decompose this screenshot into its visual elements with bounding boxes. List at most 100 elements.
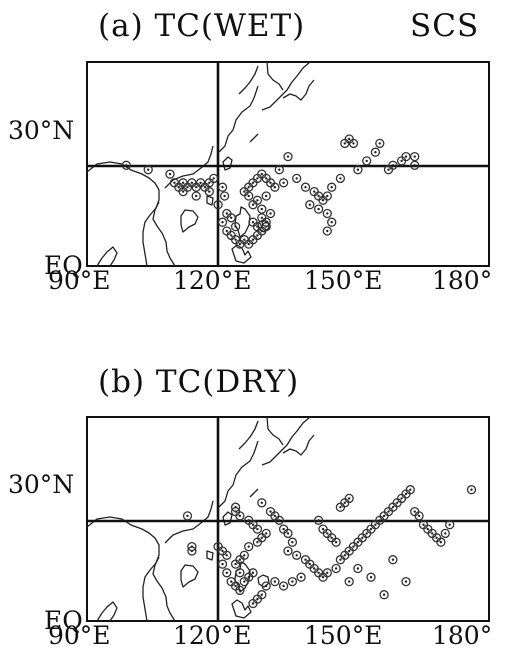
tc-genesis-point bbox=[287, 576, 298, 587]
tc-genesis-center bbox=[273, 514, 277, 518]
tc-genesis-point bbox=[257, 590, 267, 600]
tc-genesis-point bbox=[327, 217, 337, 227]
tc-genesis-ring bbox=[466, 485, 477, 495]
tc-genesis-point bbox=[213, 200, 223, 210]
tc-genesis-ring bbox=[366, 572, 376, 582]
tc-genesis-center bbox=[177, 186, 180, 189]
tc-genesis-ring bbox=[274, 165, 284, 175]
tc-genesis-center bbox=[181, 181, 185, 184]
tc-genesis-point bbox=[121, 160, 131, 170]
tc-genesis-ring bbox=[353, 563, 363, 574]
tc-genesis-ring bbox=[375, 138, 385, 149]
tc-genesis-point bbox=[405, 485, 415, 495]
tc-genesis-center bbox=[334, 567, 338, 570]
tc-genesis-ring bbox=[445, 520, 455, 530]
tc-genesis-center bbox=[256, 177, 259, 180]
tc-genesis-center bbox=[243, 238, 246, 241]
tc-genesis-center bbox=[326, 212, 329, 215]
tc-genesis-center bbox=[326, 571, 329, 574]
tc-genesis-ring bbox=[379, 590, 389, 600]
tc-genesis-center bbox=[238, 589, 242, 592]
tc-genesis-point bbox=[257, 204, 267, 214]
tc-genesis-ring bbox=[278, 581, 289, 591]
tc-genesis-ring bbox=[217, 217, 228, 227]
tc-genesis-ring bbox=[219, 191, 230, 201]
tc-genesis-center bbox=[404, 492, 408, 496]
tc-genesis-point bbox=[252, 195, 263, 205]
tc-genesis-ring bbox=[213, 200, 223, 210]
tc-genesis-center bbox=[256, 597, 259, 601]
tc-genesis-ring bbox=[344, 576, 354, 587]
tc-genesis-center bbox=[291, 580, 294, 583]
tc-genesis-center bbox=[186, 186, 189, 189]
tc-genesis-center bbox=[216, 545, 220, 548]
tc-genesis-point bbox=[178, 186, 188, 197]
tc-genesis-center bbox=[247, 194, 250, 198]
tc-genesis-point bbox=[191, 191, 201, 201]
tc-genesis-point bbox=[309, 186, 319, 197]
tc-genesis-ring bbox=[327, 217, 337, 227]
tc-genesis-ring bbox=[388, 555, 398, 565]
tc-genesis-point bbox=[261, 581, 271, 591]
tc-genesis-point bbox=[270, 576, 280, 587]
tc-genesis-center bbox=[190, 181, 194, 184]
tc-genesis-center bbox=[195, 186, 198, 189]
tc-genesis-point bbox=[344, 576, 354, 587]
tc-genesis-center bbox=[317, 571, 320, 574]
tc-genesis-center bbox=[147, 168, 150, 171]
tc-genesis-ring bbox=[401, 576, 411, 587]
panel-b-genesis-points bbox=[182, 485, 477, 609]
tc-genesis-ring bbox=[261, 528, 271, 539]
tc-genesis-center bbox=[186, 514, 189, 518]
tc-genesis-center bbox=[391, 164, 395, 167]
tc-genesis-point bbox=[235, 585, 245, 596]
tc-genesis-point bbox=[248, 217, 258, 227]
tc-genesis-center bbox=[326, 229, 329, 233]
tc-genesis-center bbox=[208, 190, 211, 193]
tc-genesis-center bbox=[225, 571, 228, 574]
tc-genesis-center bbox=[365, 159, 368, 163]
tc-genesis-center bbox=[251, 203, 255, 206]
panel-a-lon-120e: 120°E bbox=[173, 266, 252, 295]
tc-genesis-center bbox=[221, 562, 224, 566]
tc-genesis-point bbox=[222, 568, 232, 578]
tc-genesis-center bbox=[286, 549, 290, 553]
panel-b-frame bbox=[86, 416, 490, 622]
tc-genesis-ring bbox=[235, 585, 245, 596]
tc-genesis-point bbox=[252, 537, 263, 547]
tc-genesis-center bbox=[356, 168, 360, 171]
tc-genesis-center bbox=[243, 554, 246, 557]
tc-genesis-center bbox=[265, 221, 268, 224]
tc-genesis-center bbox=[369, 576, 373, 579]
tc-genesis-center bbox=[365, 532, 368, 535]
tc-genesis-center bbox=[243, 580, 246, 583]
tc-genesis-center bbox=[308, 562, 311, 566]
tc-genesis-center bbox=[286, 532, 290, 535]
tc-genesis-center bbox=[435, 536, 438, 539]
tc-genesis-center bbox=[352, 545, 355, 548]
tc-genesis-ring bbox=[248, 598, 258, 609]
tc-genesis-ring bbox=[226, 213, 236, 223]
tc-genesis-ring bbox=[410, 151, 420, 162]
tc-genesis-center bbox=[387, 168, 390, 171]
tc-genesis-center bbox=[173, 181, 176, 184]
tc-genesis-point bbox=[366, 572, 376, 582]
tc-genesis-center bbox=[378, 142, 381, 145]
tc-genesis-center bbox=[404, 580, 408, 583]
tc-genesis-ring bbox=[191, 191, 201, 201]
tc-genesis-center bbox=[221, 221, 224, 224]
tc-genesis-center bbox=[256, 199, 259, 202]
tc-genesis-point bbox=[222, 226, 232, 236]
tc-genesis-ring bbox=[209, 173, 219, 184]
tc-genesis-point bbox=[248, 598, 258, 609]
tc-genesis-center bbox=[413, 155, 416, 158]
tc-genesis-point bbox=[257, 498, 267, 508]
tc-genesis-center bbox=[444, 532, 447, 535]
tc-genesis-point bbox=[353, 537, 363, 547]
tc-genesis-center bbox=[343, 501, 346, 504]
tc-genesis-center bbox=[291, 541, 294, 544]
tc-genesis-point bbox=[322, 226, 332, 236]
tc-genesis-center bbox=[260, 501, 263, 504]
tc-genesis-point bbox=[244, 541, 254, 552]
tc-genesis-ring bbox=[248, 568, 258, 578]
